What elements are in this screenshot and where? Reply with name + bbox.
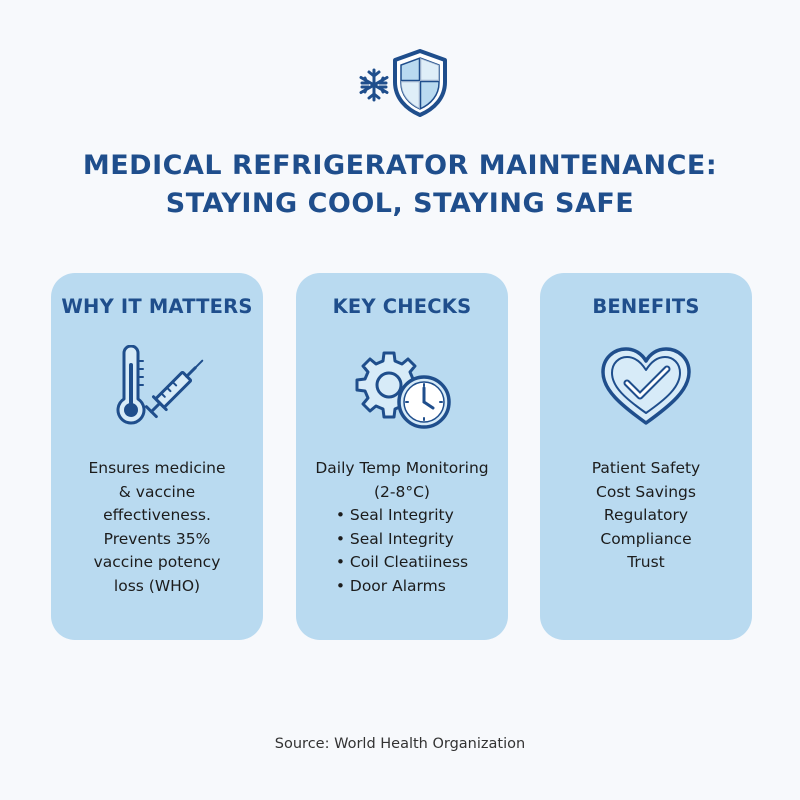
list-item: Door Alarms <box>336 575 468 599</box>
snowflake-icon <box>359 68 389 102</box>
list-item: Coil Cleatiiness <box>336 551 468 575</box>
card-benefits: BENEFITS Patient Safety Cost Savings Reg… <box>540 273 752 640</box>
card-title: BENEFITS <box>592 295 700 318</box>
body-lead-line: (2-8°C) <box>374 482 430 501</box>
body-line: Trust <box>627 553 665 571</box>
body-line: Prevents 35% <box>103 529 211 548</box>
body-line: Patient Safety <box>591 459 701 477</box>
body-line: Cost Savings <box>596 482 696 501</box>
body-line: effectiveness. <box>103 506 211 524</box>
page-title: MEDICAL REFRIGERATOR MAINTENANCE: STAYIN… <box>0 147 800 223</box>
card-why-it-matters: WHY IT MATTERS Ensu <box>51 273 263 640</box>
body-line: loss (WHO) <box>113 576 201 595</box>
body-line: vaccine potency <box>93 553 221 571</box>
gear-clock-icon <box>347 345 457 435</box>
card-body: Ensures medicine & vaccine effectiveness… <box>59 457 255 598</box>
source-footer: Source: World Health Organization <box>274 736 526 752</box>
body-line: Ensures medicine <box>88 459 226 477</box>
body-line: & vaccine <box>118 482 196 501</box>
header-logo <box>358 48 450 118</box>
card-key-checks: KEY CHECKS Daily Temp Monitoring (2-8°C)… <box>296 273 508 640</box>
list-item: Seal Integrity <box>336 504 468 528</box>
card-body: Daily Temp Monitoring (2-8°C) Seal Integ… <box>304 457 500 598</box>
card-body: Patient Safety Cost Savings Regulatory C… <box>548 457 744 575</box>
body-lead-line: Daily Temp Monitoring <box>315 459 489 477</box>
card-title: WHY IT MATTERS <box>61 295 253 318</box>
card-title: KEY CHECKS <box>332 295 472 318</box>
shield-icon <box>393 49 447 117</box>
body-line: Compliance <box>600 529 692 548</box>
list-item: Seal Integrity <box>336 528 468 552</box>
title-line-2: STAYING COOL, STAYING SAFE <box>165 188 635 219</box>
checks-list: Seal Integrity Seal Integrity Coil Cleat… <box>336 504 468 598</box>
thermometer-syringe-icon <box>102 344 212 435</box>
body-line: Regulatory <box>603 506 689 524</box>
title-line-1: MEDICAL REFRIGERATOR MAINTENANCE: <box>82 150 718 181</box>
heart-check-icon <box>591 345 701 435</box>
